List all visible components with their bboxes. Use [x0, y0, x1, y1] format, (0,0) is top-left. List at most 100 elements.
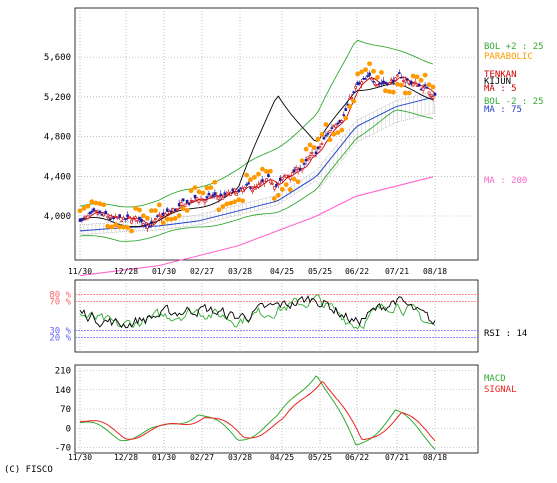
- candle-body: [134, 216, 137, 219]
- legend-macd: MACD: [484, 374, 506, 384]
- parabolic-dot: [105, 223, 111, 229]
- parabolic-dot: [192, 185, 198, 191]
- parabolic-dot: [121, 224, 127, 230]
- candle-body: [384, 81, 387, 84]
- parabolic-dot: [315, 136, 321, 142]
- parabolic-dot: [264, 169, 269, 174]
- candle-body: [310, 152, 314, 154]
- candle-body: [296, 169, 300, 173]
- candle-body: [191, 200, 195, 202]
- candle-body: [330, 127, 334, 129]
- price-ytick-label: 5,600: [44, 53, 71, 63]
- candle-body: [152, 221, 155, 223]
- candle-body: [271, 182, 274, 185]
- parabolic-dot: [117, 224, 123, 230]
- parabolic-dot: [287, 187, 293, 193]
- candle-body: [409, 81, 413, 85]
- candle-body: [112, 217, 116, 220]
- ichimoku-cloud: [79, 91, 436, 235]
- candle-body: [106, 216, 110, 218]
- parabolic-dot: [402, 90, 408, 96]
- parabolic-dot: [152, 208, 158, 213]
- candle-body: [209, 196, 213, 198]
- candle-body: [340, 120, 344, 123]
- bollinger-upper-line: [79, 39, 434, 208]
- parabolic-dot: [145, 215, 150, 221]
- candle-body: [308, 154, 312, 158]
- candle-body: [227, 191, 231, 194]
- candle-body: [128, 215, 131, 218]
- macd-ytick-label: 210: [55, 367, 71, 377]
- candle-body: [82, 217, 86, 220]
- parabolic-dot: [172, 215, 178, 221]
- price-panel: 4,000 4,400 4,800 5,200 5,600: [44, 7, 479, 277]
- x-tick-label: 02/27: [190, 267, 214, 276]
- parabolic-dot: [156, 202, 162, 208]
- candle-body: [273, 186, 276, 190]
- candle-body: [427, 91, 431, 95]
- parabolic-dot: [89, 199, 95, 205]
- candle-body: [259, 182, 262, 185]
- parabolic-dot: [160, 220, 166, 226]
- parabolic-dot: [260, 166, 265, 172]
- parabolic-dot: [386, 89, 392, 95]
- parabolic-dot: [85, 203, 91, 209]
- x-tick-label: 12/28: [114, 453, 138, 462]
- candle-body: [286, 174, 290, 177]
- parabolic-dot: [327, 137, 333, 143]
- candle-body: [235, 192, 238, 196]
- candle-body: [344, 108, 348, 111]
- candle-body: [158, 214, 161, 217]
- parabolic-dot: [343, 115, 349, 121]
- x-tick-label: 04/25: [270, 267, 294, 276]
- parabolic-dot: [279, 186, 285, 192]
- candle-body: [261, 179, 264, 183]
- x-tick-label: 01/30: [152, 453, 176, 462]
- candle-body: [328, 130, 332, 133]
- parabolic-dot: [319, 132, 325, 137]
- candle-body: [403, 79, 407, 83]
- macd-ytick-label: 0: [66, 424, 71, 434]
- parabolic-dot: [216, 207, 222, 213]
- parabolic-dot: [164, 216, 170, 222]
- candle-body: [411, 83, 415, 87]
- candle-body: [118, 214, 121, 218]
- candle-body: [136, 219, 139, 222]
- parabolic-dot: [224, 201, 230, 207]
- parabolic-dot: [129, 228, 134, 234]
- candle-body: [429, 94, 433, 97]
- rsi-ytick-label: 30 %: [49, 326, 71, 336]
- rsi-frame: [74, 279, 479, 353]
- candle-body: [160, 216, 163, 219]
- legend-ma75: MA : 75: [484, 105, 522, 115]
- candle-body: [388, 82, 391, 85]
- candle-body: [102, 212, 106, 217]
- parabolic-dot: [303, 146, 309, 152]
- parabolic-dot: [311, 145, 317, 150]
- candle-body: [431, 96, 435, 99]
- price-ytick-label: 5,200: [44, 93, 71, 103]
- candle-body: [167, 211, 171, 214]
- candle-body: [257, 184, 260, 188]
- parabolic-dot: [212, 179, 218, 185]
- x-tick-label: 12/28: [114, 267, 138, 276]
- ma25-line: [79, 83, 434, 228]
- candle-body: [312, 154, 316, 158]
- price-frame: [74, 7, 479, 261]
- candle-body: [98, 210, 102, 214]
- candle-body: [185, 199, 189, 204]
- parabolic-dot: [109, 224, 115, 230]
- parabolic-dot: [271, 196, 277, 202]
- candle-body: [88, 211, 92, 215]
- candle-body: [364, 78, 367, 80]
- parabolic-dot: [133, 205, 138, 211]
- copyright-text: (C) FISCO: [4, 465, 53, 475]
- candle-body: [326, 133, 330, 135]
- rsi14-line: [79, 293, 436, 330]
- candle-body: [207, 192, 211, 196]
- candle-body: [197, 199, 201, 203]
- parabolic-dot: [295, 179, 301, 185]
- parabolic-dot: [101, 202, 107, 208]
- candle-body: [165, 208, 169, 212]
- candle-body: [322, 137, 326, 140]
